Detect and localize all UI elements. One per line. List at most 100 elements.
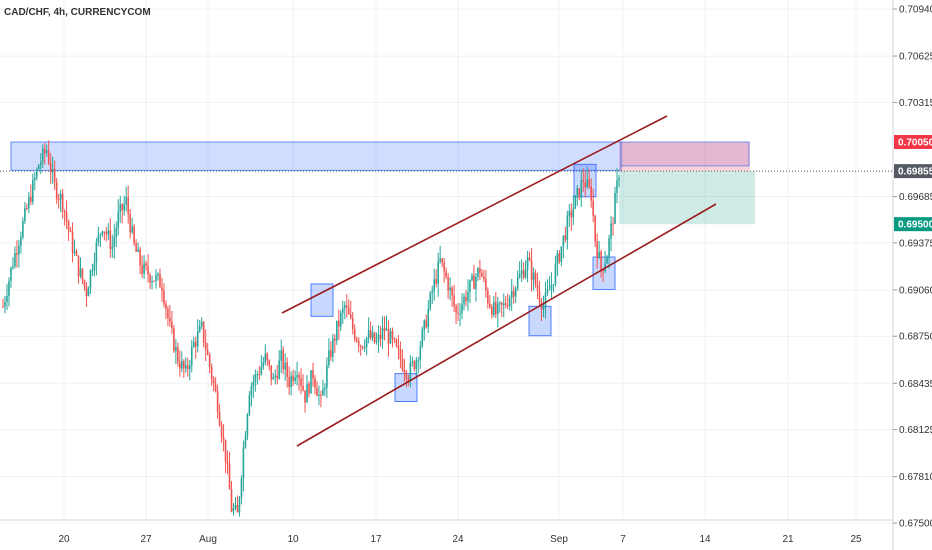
candle-body bbox=[214, 383, 217, 392]
candle-body bbox=[302, 385, 304, 391]
candle-body bbox=[326, 365, 328, 388]
candle-body bbox=[347, 307, 350, 315]
candle-body bbox=[105, 232, 108, 235]
candle-body bbox=[582, 180, 585, 183]
candle-body bbox=[99, 234, 102, 236]
take-profit-zone[interactable] bbox=[619, 171, 755, 225]
candle-body bbox=[272, 377, 275, 380]
candle-body bbox=[407, 378, 410, 381]
candle-body bbox=[588, 179, 590, 187]
candle-body bbox=[24, 207, 26, 222]
candle-body bbox=[238, 497, 241, 513]
candle-body bbox=[328, 350, 330, 366]
candle-body bbox=[389, 331, 392, 344]
candle-body bbox=[133, 226, 135, 244]
candle-body bbox=[431, 291, 434, 294]
candle-body bbox=[194, 341, 197, 347]
candle-body bbox=[14, 252, 16, 267]
candle-body bbox=[274, 375, 277, 378]
candle-body bbox=[204, 342, 207, 351]
candle-body bbox=[87, 288, 90, 297]
candle-body bbox=[437, 261, 439, 284]
candle-body bbox=[493, 301, 495, 315]
candle-body bbox=[220, 425, 223, 437]
candle-body bbox=[230, 489, 233, 512]
candle-body bbox=[71, 231, 74, 253]
candle-body bbox=[550, 284, 553, 290]
price-label-box bbox=[894, 217, 932, 232]
candle-body bbox=[566, 215, 569, 240]
candle-body bbox=[93, 262, 96, 271]
candle-body bbox=[417, 360, 420, 362]
candle-body bbox=[544, 292, 547, 307]
y-tick-label: 0.69375 bbox=[899, 238, 932, 249]
price-label-text: 0.69855 bbox=[898, 167, 932, 178]
candle-body bbox=[590, 186, 592, 201]
x-tick-label: 24 bbox=[452, 534, 464, 545]
price-label-text: 0.70050 bbox=[898, 137, 932, 148]
candle-body bbox=[67, 221, 70, 231]
candle-body bbox=[288, 376, 290, 387]
candle-body bbox=[206, 350, 209, 355]
candle-body bbox=[558, 253, 561, 262]
candle-body bbox=[570, 211, 573, 218]
candle-body bbox=[117, 211, 120, 229]
trendlines-layer[interactable] bbox=[281, 115, 717, 447]
upper-trendline[interactable] bbox=[281, 115, 668, 314]
lower-trendline[interactable] bbox=[296, 203, 717, 447]
x-tick-label: 21 bbox=[782, 534, 794, 545]
zones-layer bbox=[0, 141, 893, 403]
candle-body bbox=[121, 204, 124, 211]
candle-body bbox=[141, 265, 143, 274]
candle-body bbox=[473, 275, 475, 289]
candle-body bbox=[163, 290, 165, 304]
candle-body bbox=[516, 277, 519, 289]
candle-body bbox=[147, 266, 149, 275]
candle-body bbox=[179, 362, 181, 369]
candle-body bbox=[109, 230, 112, 249]
candle-body bbox=[234, 504, 237, 509]
candle-body bbox=[30, 196, 32, 202]
candle-body bbox=[596, 241, 598, 258]
candle-body bbox=[248, 395, 251, 415]
candle-body bbox=[397, 345, 400, 349]
candle-body bbox=[455, 306, 457, 313]
y-axis-ticks: 0.70940 0.70625 0.70315 0.69685 0.69375 0.690… bbox=[893, 5, 932, 530]
candle-body bbox=[532, 272, 535, 280]
candle-body bbox=[6, 295, 8, 302]
candle-body bbox=[580, 180, 583, 198]
candle-body bbox=[552, 284, 555, 286]
candle-body bbox=[578, 188, 581, 198]
candle-body bbox=[312, 370, 314, 379]
candle-body bbox=[240, 478, 243, 498]
x-tick-label: 7 bbox=[620, 534, 626, 545]
candle-body bbox=[286, 362, 288, 377]
candle-body bbox=[129, 213, 131, 233]
candle-body bbox=[584, 182, 587, 188]
candle-body bbox=[469, 279, 471, 292]
candle-body bbox=[343, 305, 346, 309]
candle-body bbox=[115, 228, 118, 238]
candle-body bbox=[208, 354, 211, 367]
candle-body bbox=[32, 179, 34, 202]
candle-body bbox=[75, 251, 78, 256]
candle-body bbox=[510, 291, 513, 298]
candle-body bbox=[435, 279, 437, 284]
zone-overlap bbox=[620, 141, 750, 167]
candle-body bbox=[282, 350, 284, 370]
candle-body bbox=[103, 231, 106, 233]
candle-body bbox=[304, 390, 306, 403]
candle-body bbox=[554, 264, 557, 285]
candle-body bbox=[63, 210, 66, 213]
candle-body bbox=[226, 461, 229, 465]
resistance-zone[interactable] bbox=[10, 141, 622, 171]
candle-body bbox=[332, 338, 334, 357]
candle-body bbox=[91, 270, 94, 272]
candle-body bbox=[16, 252, 18, 255]
touch-box[interactable] bbox=[310, 283, 334, 317]
candle-body bbox=[606, 257, 608, 264]
candle-body bbox=[41, 148, 44, 163]
candle-body bbox=[421, 329, 424, 347]
candle-body bbox=[224, 439, 227, 462]
